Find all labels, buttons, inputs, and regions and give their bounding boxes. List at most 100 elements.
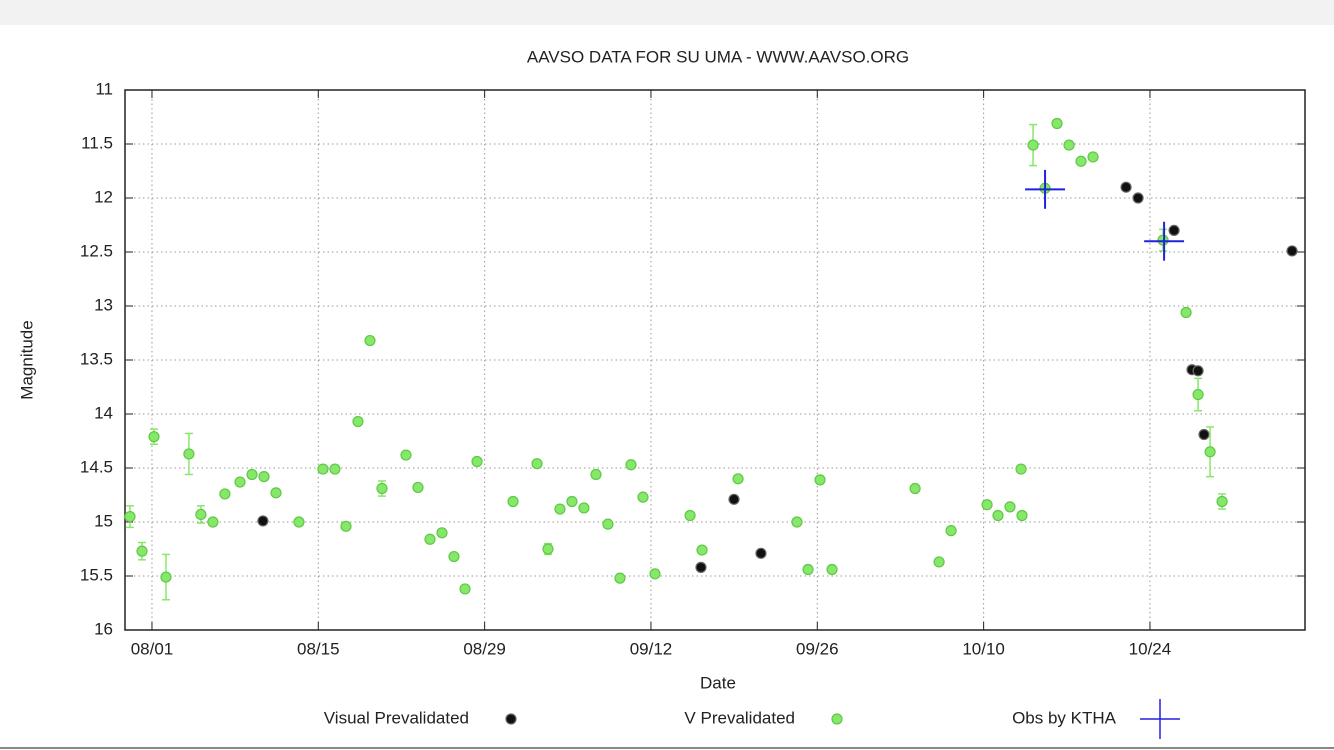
y-tick-label: 14.5 xyxy=(80,457,113,476)
point xyxy=(1016,509,1028,522)
point xyxy=(755,547,767,559)
point xyxy=(602,518,614,530)
point xyxy=(412,481,424,494)
point xyxy=(992,509,1004,522)
point xyxy=(207,516,219,528)
point xyxy=(1027,139,1039,151)
point xyxy=(1198,428,1210,441)
point xyxy=(234,476,246,488)
point xyxy=(148,431,160,443)
y-tick-label: 15.5 xyxy=(80,565,113,584)
point xyxy=(728,493,740,505)
point xyxy=(1120,181,1132,193)
point xyxy=(400,449,412,461)
point xyxy=(183,448,195,460)
point xyxy=(160,571,172,583)
y-tick-label: 14 xyxy=(94,403,113,422)
point xyxy=(531,458,543,470)
x-tick-label: 10/24 xyxy=(1129,639,1172,658)
y-tick-label: 11 xyxy=(95,79,113,98)
point xyxy=(364,334,376,347)
point xyxy=(340,520,352,532)
point xyxy=(448,550,460,563)
y-tick-label: 13 xyxy=(94,295,113,314)
point xyxy=(1180,306,1192,319)
point xyxy=(424,533,436,545)
point xyxy=(625,459,637,471)
point xyxy=(554,503,566,515)
legend: Visual Prevalidated V Prevalidated Obs by … xyxy=(324,699,1180,739)
top-bar xyxy=(0,0,1334,25)
legend-swatch xyxy=(505,713,517,725)
point xyxy=(981,499,993,511)
point xyxy=(246,468,258,481)
x-tick-label: 08/29 xyxy=(463,639,506,658)
point xyxy=(1051,117,1063,130)
point xyxy=(1132,192,1144,204)
point xyxy=(791,516,803,528)
y-tick-label: 11.5 xyxy=(81,133,113,152)
chart-title: AAVSO DATA FOR SU UMA - WWW.AAVSO.ORG xyxy=(527,47,909,66)
y-axis-label: Magnitude xyxy=(17,320,36,399)
y-tick-label: 16 xyxy=(94,619,113,638)
x-axis-label: Date xyxy=(700,673,736,692)
legend-label: Obs by KTHA xyxy=(1012,708,1117,727)
legend-label: V Prevalidated xyxy=(684,708,795,727)
point xyxy=(826,563,838,576)
y-tick-label: 15 xyxy=(94,511,113,530)
point xyxy=(258,471,270,483)
legend-label: Visual Prevalidated xyxy=(324,708,469,727)
point xyxy=(471,455,483,468)
point xyxy=(1075,155,1087,167)
x-tick-label: 10/10 xyxy=(962,639,1005,658)
point xyxy=(1063,139,1075,151)
point xyxy=(696,544,708,556)
point xyxy=(614,572,626,584)
point xyxy=(195,508,207,521)
x-tick-label: 08/15 xyxy=(297,639,340,658)
point xyxy=(1015,463,1027,475)
point xyxy=(542,543,554,555)
point xyxy=(684,509,696,522)
point xyxy=(352,415,364,428)
point xyxy=(637,491,649,503)
point xyxy=(1216,495,1228,508)
point xyxy=(802,563,814,576)
point xyxy=(1157,234,1169,246)
point xyxy=(945,525,957,537)
point xyxy=(376,482,388,495)
point xyxy=(219,488,231,500)
point xyxy=(329,463,341,475)
point xyxy=(590,468,602,481)
point xyxy=(566,495,578,508)
plot-frame xyxy=(124,89,1306,631)
y-tick-label: 12 xyxy=(94,187,113,206)
point xyxy=(1286,245,1298,257)
point xyxy=(814,474,826,486)
point xyxy=(124,510,136,523)
point xyxy=(459,583,471,595)
point xyxy=(136,545,148,557)
point xyxy=(933,556,945,568)
x-tick-label: 09/12 xyxy=(630,639,673,658)
point xyxy=(732,473,744,485)
point xyxy=(436,527,448,539)
point xyxy=(695,561,707,573)
point xyxy=(1192,388,1204,401)
point xyxy=(649,568,661,580)
y-tick-label: 13.5 xyxy=(80,349,113,368)
point xyxy=(317,463,329,475)
point xyxy=(293,516,305,528)
point xyxy=(1168,224,1180,236)
point xyxy=(909,482,921,495)
point xyxy=(1192,365,1204,377)
point xyxy=(270,487,282,499)
legend-swatch xyxy=(831,713,843,725)
point xyxy=(1204,446,1216,458)
point xyxy=(578,502,590,514)
point xyxy=(1087,151,1099,163)
point xyxy=(257,515,269,527)
x-tick-label: 09/26 xyxy=(796,639,839,658)
